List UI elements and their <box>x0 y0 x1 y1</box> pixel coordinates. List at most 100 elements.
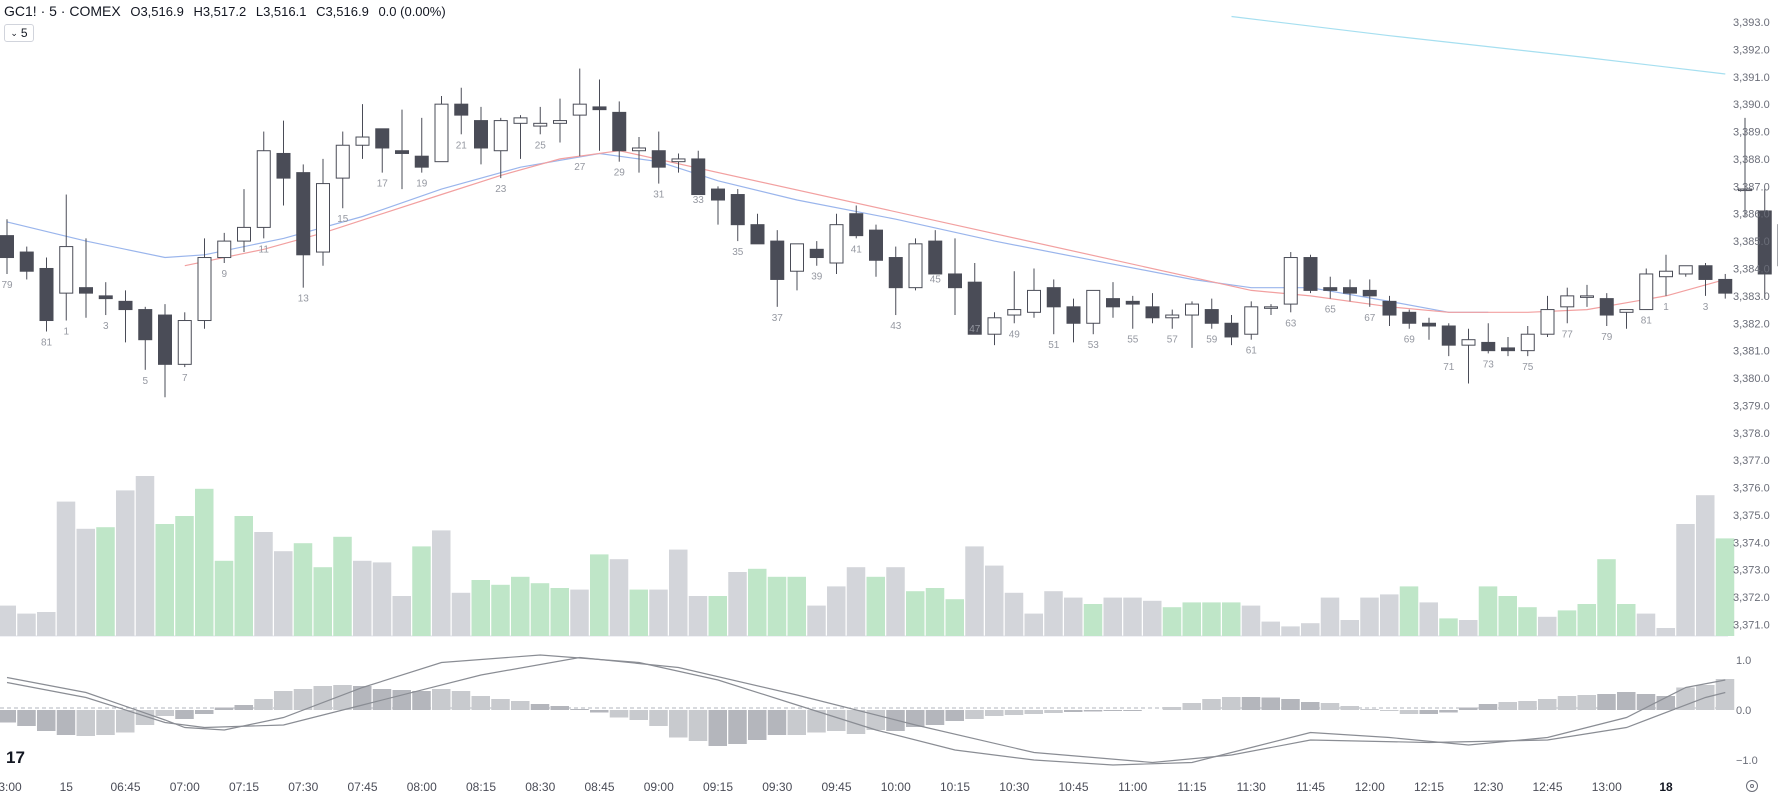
settings-gear-icon[interactable] <box>1746 780 1758 792</box>
macd-tick-label: −1.0 <box>1736 755 1758 767</box>
volume-bar <box>76 528 95 636</box>
bar-count-label: 63 <box>1285 318 1297 329</box>
volume-bar <box>965 546 984 636</box>
macd-histogram-bar <box>1676 687 1695 710</box>
volume-bar <box>827 586 846 636</box>
time-tick-label: 09:45 <box>821 780 851 794</box>
macd-histogram-bar <box>214 707 234 710</box>
interval-toggle-button[interactable]: ⌄ 5 <box>4 24 34 42</box>
volume-bar <box>985 565 1004 636</box>
candle-body <box>276 152 291 179</box>
chevron-down-icon: ⌄ <box>10 27 18 38</box>
time-tick-label: 07:00 <box>170 780 200 794</box>
candle-body <box>1165 314 1180 319</box>
price-tick-label: 3,380.0 <box>1733 373 1770 385</box>
time-tick-label: 08:00 <box>407 780 437 794</box>
candle-body <box>651 150 666 168</box>
time-tick-label: 12:45 <box>1532 780 1562 794</box>
bar-count-label: 7 <box>182 373 188 384</box>
candle-body <box>849 213 864 237</box>
macd-histogram-bar <box>1715 679 1735 710</box>
macd-histogram-bar <box>649 710 668 726</box>
bar-count-label: 13 <box>298 294 310 305</box>
tradingview-logo-icon[interactable]: 17 <box>6 748 25 767</box>
macd-histogram-bar <box>906 710 925 727</box>
macd-histogram-bar <box>767 710 787 735</box>
candle-body <box>1066 306 1081 324</box>
candle-body <box>829 224 844 264</box>
volume-bar <box>511 576 530 636</box>
candle-body <box>770 240 785 280</box>
change-value: 0.0 (0.00%) <box>378 4 446 19</box>
candle-body <box>572 103 587 116</box>
macd-histogram-bar <box>1202 699 1221 710</box>
bar-count-label: 43 <box>890 321 902 332</box>
candle-body <box>474 120 488 149</box>
macd-histogram-bar <box>1439 710 1458 713</box>
candle-body <box>1283 257 1298 305</box>
candle-body <box>1757 210 1772 275</box>
volume-bar <box>590 554 609 636</box>
volume-bar <box>1064 597 1083 636</box>
macd-histogram-bar <box>965 710 984 719</box>
candle-body <box>1125 300 1140 305</box>
symbol-name[interactable]: GC1! · 5 · COMEX <box>4 3 121 19</box>
time-tick-label: 07:45 <box>347 780 377 794</box>
candle-body <box>1639 273 1654 311</box>
price-axis[interactable]: 3,393.0 3,392.0 3,391.0 3,390.0 3,389.0 3,388… <box>1733 17 1770 632</box>
volume-bar <box>214 560 234 636</box>
candle-body <box>39 267 54 322</box>
macd-histogram-bar <box>135 710 155 725</box>
volume-bar <box>1597 559 1616 636</box>
macd-histogram-bar <box>491 699 510 710</box>
macd-histogram-bar <box>827 710 846 731</box>
price-tick-label: 3,375.0 <box>1733 510 1770 522</box>
macd-histogram-bar <box>787 710 806 735</box>
time-tick-label: 11:30 <box>1237 780 1266 794</box>
macd-histogram-bar <box>669 710 688 738</box>
candle-body <box>1441 325 1456 346</box>
macd-histogram-layer <box>0 679 1735 746</box>
macd-histogram-bar <box>728 710 747 744</box>
time-tick-label: 09:15 <box>703 780 733 794</box>
volume-bar <box>0 605 16 636</box>
macd-histogram-bar <box>1024 710 1043 714</box>
ema-red-line <box>184 150 1726 313</box>
macd-histogram-bar <box>1261 697 1280 710</box>
candlestick-layer <box>0 68 1778 398</box>
macd-axis[interactable]: 1.0 0.0 −1.0 <box>1736 655 1758 767</box>
candle-body <box>316 183 330 253</box>
macd-histogram-bar <box>333 685 352 710</box>
price-tick-label: 3,385.0 <box>1733 236 1770 248</box>
volume-bar <box>333 536 352 636</box>
candle-body <box>1185 303 1199 316</box>
low-label: L <box>255 4 264 19</box>
macd-histogram-bar <box>748 710 767 740</box>
close-label: C <box>316 4 326 19</box>
time-tick-label: 11:45 <box>1296 780 1325 794</box>
macd-histogram-bar <box>1518 701 1537 710</box>
time-tick-label: 11:00 <box>1118 780 1147 794</box>
volume-bar <box>432 530 451 636</box>
volume-bar <box>1241 605 1261 636</box>
macd-histogram-bar <box>195 710 214 714</box>
time-tick-label: 12:15 <box>1414 780 1444 794</box>
volume-bar <box>471 580 490 636</box>
volume-bar <box>1478 586 1498 636</box>
bar-count-label: 55 <box>1127 335 1139 346</box>
volume-bar <box>748 568 767 636</box>
candle-body <box>1303 257 1318 291</box>
macd-tick-label: 0.0 <box>1736 705 1751 717</box>
price-tick-label: 3,372.0 <box>1733 592 1770 604</box>
volume-bar <box>135 476 155 636</box>
macd-histogram-bar <box>570 709 589 710</box>
macd-histogram-bar <box>155 710 174 716</box>
price-tick-label: 3,392.0 <box>1733 44 1770 56</box>
bar-count-label: 77 <box>1562 329 1574 340</box>
volume-bar <box>1044 591 1063 636</box>
bar-count-label: 25 <box>535 140 547 151</box>
macd-histogram-bar <box>1281 699 1300 710</box>
macd-histogram-bar <box>37 710 56 731</box>
time-axis[interactable]: 3:00 15 06:45 07:00 07:15 07:30 07:45 08:00 08:1… <box>0 780 1673 794</box>
